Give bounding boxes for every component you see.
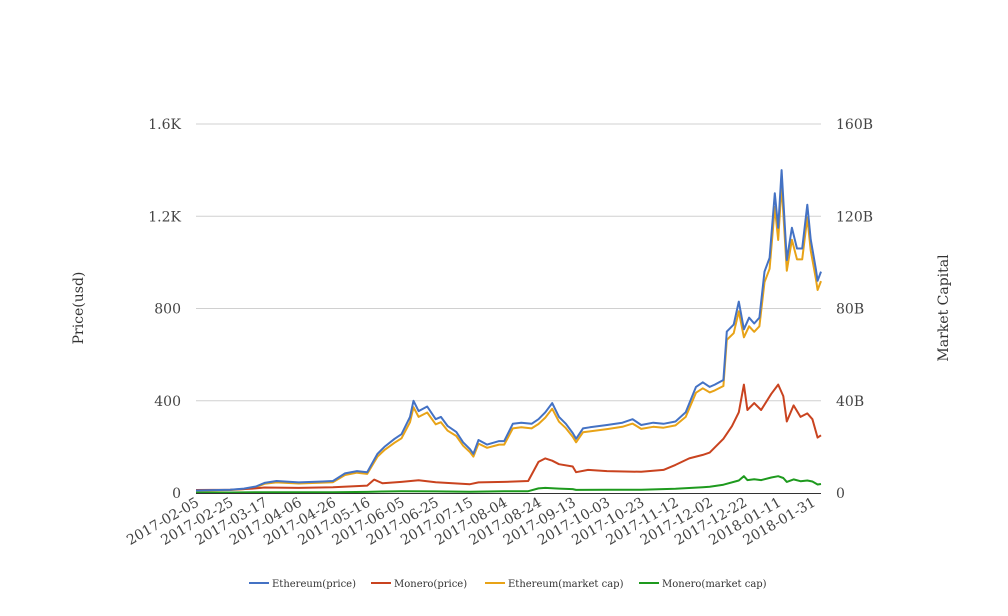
x-axis-ticks: 2017-02-052017-02-252017-03-172017-04-06… bbox=[124, 495, 818, 549]
y-tick-label: 400 bbox=[154, 394, 181, 410]
y2-axis-title: Market Capital bbox=[936, 254, 952, 362]
series-line-monero-market-cap bbox=[195, 475, 822, 494]
series-line-ethereum-market-cap bbox=[195, 183, 822, 492]
legend-label: Monero(market cap) bbox=[662, 579, 767, 590]
y-axis-title: Price(usd) bbox=[71, 272, 87, 345]
y-tick-label: 1.6K bbox=[148, 117, 181, 133]
left-axis-ticks: 0 400 800 1.2K 1.6K bbox=[148, 117, 181, 502]
y-tick-label: 800 bbox=[154, 302, 181, 318]
y2-tick-label: 40B bbox=[836, 394, 864, 410]
grid-lines bbox=[196, 123, 821, 402]
y-tick-label: 0 bbox=[172, 486, 181, 502]
y-tick-label: 1.2K bbox=[148, 209, 181, 225]
series-line-monero-price bbox=[195, 383, 822, 491]
y2-tick-label: 0 bbox=[836, 486, 845, 502]
legend: Ethereum(price) Monero(price) Ethereum(mar… bbox=[249, 579, 767, 590]
y2-tick-label: 80B bbox=[836, 302, 864, 318]
y2-tick-label: 160B bbox=[836, 117, 873, 133]
legend-label: Ethereum(price) bbox=[272, 579, 356, 590]
series-line-ethereum-price bbox=[195, 169, 822, 492]
series-layer bbox=[195, 169, 822, 494]
legend-label: Monero(price) bbox=[394, 579, 467, 590]
legend-label: Ethereum(market cap) bbox=[508, 579, 624, 590]
y2-tick-label: 120B bbox=[836, 209, 873, 225]
right-axis-ticks: 0 40B 80B 120B 160B bbox=[836, 117, 873, 502]
